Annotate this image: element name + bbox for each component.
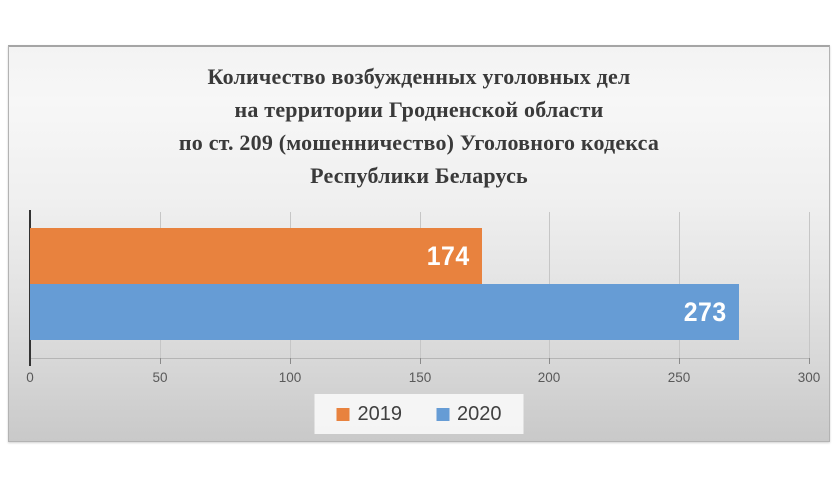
x-axis-tick-label: 50 [152, 370, 168, 385]
plot-area: 0 50 100 150 200 250 300 174 273 [26, 210, 820, 385]
chart-panel: Количество возбужденных уголовных дел на… [8, 45, 830, 442]
chart-title: Количество возбужденных уголовных дел на… [178, 64, 660, 188]
legend-label: 2020 [457, 402, 502, 425]
legend-swatch-icon [436, 407, 449, 421]
x-axis-baseline [30, 358, 809, 359]
x-axis-tick-label: 100 [278, 370, 302, 385]
axis-tick [29, 358, 31, 366]
x-axis-tick-label: 300 [797, 370, 821, 385]
legend-item-2019: 2019 [336, 402, 403, 426]
bar-value-label: 174 [427, 240, 471, 271]
axis-tick [290, 358, 291, 364]
axis-tick [809, 358, 810, 364]
x-axis-tick-label: 250 [667, 370, 691, 385]
axis-tick [420, 358, 421, 364]
legend-swatch-icon [336, 407, 350, 421]
legend: 2019 2020 [314, 394, 524, 434]
legend-item-2020: 2020 [436, 403, 502, 426]
gridline [809, 212, 810, 358]
axis-tick [679, 358, 680, 364]
x-axis-tick-label: 150 [408, 370, 432, 385]
x-axis-tick-label: 200 [537, 370, 561, 385]
bar-value-label: 273 [684, 296, 728, 327]
legend-label: 2019 [357, 402, 403, 425]
bar-2020: 273 [30, 284, 739, 340]
x-axis-tick-label: 0 [26, 370, 34, 385]
bar-2019: 174 [30, 228, 482, 284]
axis-tick [549, 358, 550, 364]
axis-tick [160, 358, 161, 364]
